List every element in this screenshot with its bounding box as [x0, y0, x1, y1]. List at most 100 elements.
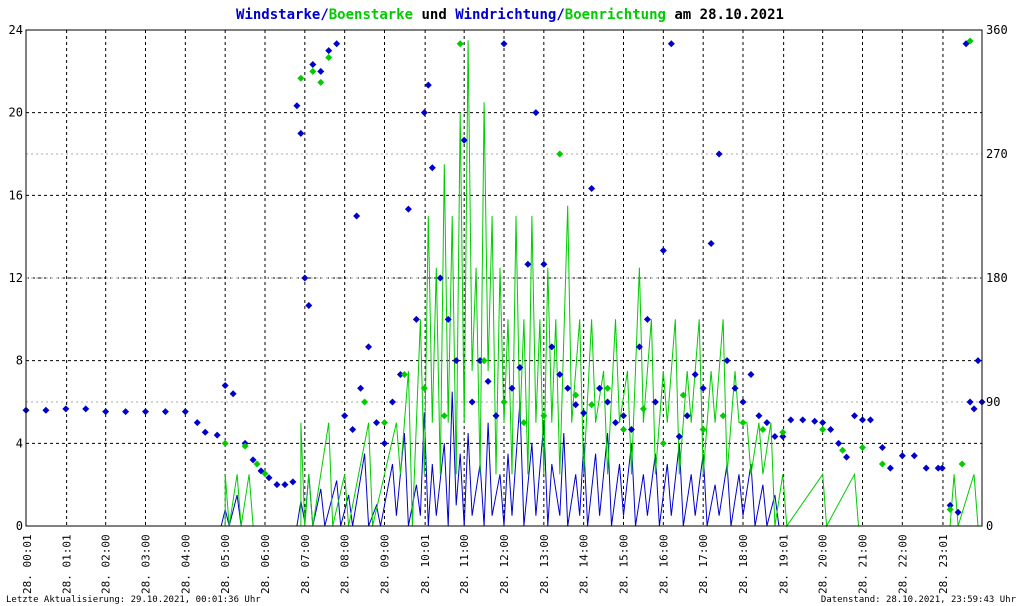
data-point-windrichtung [424, 81, 432, 89]
x-tick-label: 28. 17:00 [697, 534, 710, 594]
data-point-boenrichtung [221, 439, 229, 447]
data-point-windrichtung [476, 357, 484, 365]
data-point-windrichtung [938, 464, 946, 472]
data-point-boenrichtung [604, 384, 612, 392]
data-point-windrichtung [974, 357, 982, 365]
data-point-windrichtung [588, 184, 596, 192]
data-point-windrichtung [161, 408, 169, 416]
left-tick-label: 20 [9, 106, 23, 120]
right-tick-label: 360 [986, 23, 1008, 37]
data-point-windrichtung [281, 481, 289, 489]
data-point-windrichtung [444, 315, 452, 323]
data-point-windrichtung [843, 453, 851, 461]
x-tick-label: 28. 20:00 [817, 534, 830, 594]
data-point-windrichtung [420, 109, 428, 117]
data-point-windrichtung [755, 412, 763, 420]
x-tick-label: 28. 12:00 [498, 534, 511, 594]
data-point-boenrichtung [639, 405, 647, 413]
left-tick-label: 4 [16, 436, 23, 450]
data-point-windrichtung [265, 474, 273, 482]
x-tick-label: 28. 08:00 [339, 534, 352, 594]
data-point-windrichtung [866, 416, 874, 424]
data-point-boenrichtung [556, 150, 564, 158]
series-line-boenstarke [224, 40, 979, 528]
data-point-windrichtung [635, 343, 643, 351]
data-point-windrichtung [142, 408, 149, 416]
data-point-windrichtung [819, 419, 827, 427]
data-point-windrichtung [193, 419, 201, 427]
x-tick-label: 28. 00:01 [21, 534, 34, 594]
data-point-windrichtung [508, 384, 516, 392]
data-point-windrichtung [835, 439, 843, 447]
x-tick-label: 28. 14:00 [578, 534, 591, 594]
x-tick-label: 28. 03:00 [140, 534, 153, 594]
data-point-boenrichtung [659, 439, 667, 447]
left-tick-label: 0 [16, 519, 23, 533]
data-point-windrichtung [357, 384, 365, 392]
data-point-boenrichtung [588, 401, 596, 409]
data-point-windrichtung [524, 260, 532, 268]
data-point-boenrichtung [400, 370, 408, 378]
left-tick-label: 8 [16, 354, 23, 368]
data-point-windrichtung [532, 109, 540, 117]
data-point-windrichtung [572, 401, 580, 409]
left-tick-label: 24 [9, 23, 23, 37]
data-point-windrichtung [779, 432, 787, 440]
title-mid: und [413, 7, 455, 23]
data-point-windrichtung [428, 164, 436, 172]
data-point-boenrichtung [699, 426, 707, 434]
series-windrichtung [22, 40, 986, 516]
right-tick-label: 90 [986, 395, 1000, 409]
data-point-windrichtung [273, 481, 281, 489]
data-point-windrichtung [201, 428, 209, 436]
series [22, 37, 986, 528]
x-tick-label: 28. 18:00 [737, 534, 750, 594]
x-tick-label: 28. 13:00 [538, 534, 551, 594]
data-point-windrichtung [799, 416, 807, 424]
data-point-boenrichtung [572, 391, 580, 399]
data-point-windrichtung [954, 508, 962, 516]
data-point-windrichtung [293, 102, 301, 110]
data-point-windrichtung [82, 405, 90, 413]
data-point-boenrichtung [241, 442, 249, 450]
data-point-boenrichtung [819, 426, 827, 434]
axes: 0 4 8 12 16 20 24 0 90 180 270 360 28. 00:01 28. 01:0… [9, 23, 1008, 594]
data-point-windrichtung [436, 274, 444, 282]
data-point-windrichtung [229, 390, 237, 398]
data-point-windrichtung [715, 150, 723, 158]
data-point-boenrichtung [540, 412, 548, 420]
data-point-boenrichtung [679, 391, 687, 399]
right-tick-label: 270 [986, 147, 1008, 161]
x-tick-label: 28. 07:00 [299, 534, 312, 594]
data-point-windrichtung [309, 60, 317, 68]
data-point-windrichtung [811, 417, 819, 425]
data-point-windrichtung [922, 464, 930, 472]
data-point-windrichtung [42, 406, 50, 414]
x-tick-label: 28. 22:00 [896, 534, 909, 594]
x-tick-label: 28. 06:00 [259, 534, 272, 594]
data-point-windrichtung [333, 40, 341, 48]
data-point-windrichtung [651, 398, 659, 406]
data-point-windrichtung [412, 315, 420, 323]
data-point-boenrichtung [317, 78, 325, 86]
data-point-windrichtung [886, 464, 894, 472]
data-point-boenrichtung [966, 37, 974, 45]
data-point-windrichtung [859, 416, 866, 424]
data-point-windrichtung [747, 370, 755, 378]
data-point-windrichtung [181, 408, 189, 416]
right-tick-label: 0 [986, 519, 993, 533]
data-point-boenrichtung [946, 505, 954, 513]
title-date: am 28.10.2021 [666, 7, 784, 23]
data-point-boenrichtung [739, 419, 747, 427]
data-point-windrichtung [691, 370, 699, 378]
data-point-windrichtung [731, 384, 739, 392]
data-point-windrichtung [604, 398, 612, 406]
data-point-windrichtung [102, 408, 110, 416]
data-point-windrichtung [460, 136, 468, 144]
title-boenrichtung: Boenrichtung [565, 7, 666, 23]
data-point-windrichtung [249, 456, 257, 464]
data-point-boenrichtung [958, 460, 966, 468]
x-tick-label: 28. 21:00 [857, 534, 870, 594]
data-point-windrichtung [548, 343, 556, 351]
